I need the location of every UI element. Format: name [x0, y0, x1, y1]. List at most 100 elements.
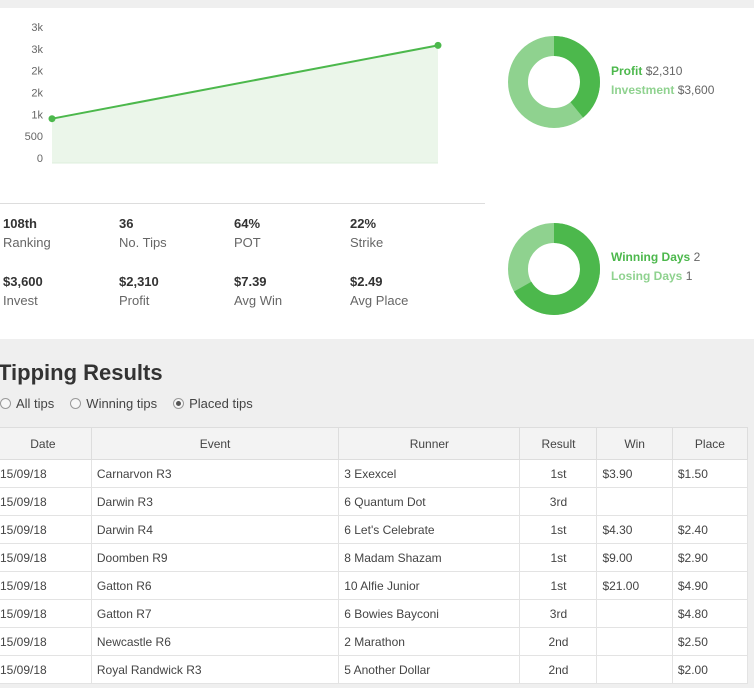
filter-all-label: All tips	[16, 396, 55, 411]
table-row: 15/09/18 Darwin R3 6 Quantum Dot 3rd	[0, 487, 749, 516]
profit-value: $2,310	[645, 64, 683, 78]
table-cell: 15/09/18	[0, 515, 92, 544]
profit-chart-svg: 3k 3k 2k 2k 1k 500 0	[25, 22, 442, 165]
filter-all-tips[interactable]: All tips	[0, 396, 54, 411]
filter-winning-tips[interactable]: Winning tips	[70, 396, 157, 411]
profit-chart: 3k 3k 2k 2k 1k 500 0	[0, 8, 470, 188]
table-cell	[596, 487, 673, 516]
stat-value: 108th	[3, 216, 37, 231]
stat-label: Invest	[3, 293, 38, 308]
column-header[interactable]: Place	[671, 427, 749, 460]
filter-winning-label: Winning tips	[86, 396, 158, 411]
table-cell: 15/09/18	[0, 487, 92, 516]
table-cell[interactable]: Newcastle R6	[90, 627, 340, 656]
y-tick-label: 2k	[31, 66, 43, 78]
table-cell: 1st	[519, 459, 598, 488]
table-cell[interactable]: 8 Madam Shazam	[338, 543, 521, 572]
table-cell[interactable]: 6 Quantum Dot	[338, 487, 521, 516]
chart-point[interactable]	[434, 41, 442, 49]
stat-label: POT	[234, 235, 261, 250]
stat-label: Profit	[119, 293, 150, 308]
stat-label: Ranking	[3, 235, 51, 250]
y-tick-label: 1k	[31, 109, 43, 121]
profit-donut	[508, 36, 600, 128]
filter-placed-tips[interactable]: Placed tips	[173, 396, 253, 411]
table-row: 15/09/18 Royal Randwick R3 5 Another Dolla…	[0, 655, 749, 684]
chart-point[interactable]	[48, 115, 56, 123]
losing-days-label: Losing Days	[611, 269, 683, 283]
table-row: 15/09/18 Darwin R4 6 Let's Celebrate 1st $4.…	[0, 515, 749, 544]
radio-winning-icon[interactable]	[70, 398, 82, 409]
table-cell: 1st	[519, 571, 598, 600]
table-cell: 15/09/18	[0, 627, 92, 656]
table-cell	[596, 655, 673, 684]
radio-all-icon[interactable]	[0, 398, 11, 409]
table-cell[interactable]: 3 Exexcel	[338, 459, 521, 488]
chart-line	[51, 44, 439, 120]
table-cell: $2.00	[671, 655, 749, 684]
table-cell: 1st	[519, 543, 598, 572]
table-cell: 15/09/18	[0, 543, 92, 572]
days-legend: Winning Days 2 Losing Days 1	[611, 248, 700, 286]
profit-slice[interactable]	[508, 36, 600, 128]
stat-value: $2.49	[350, 274, 383, 289]
table-row: 15/09/18 Gatton R6 10 Alfie Junior 1st $21.0…	[0, 571, 749, 600]
column-header[interactable]: Runner	[338, 427, 521, 460]
stat-label: Strike	[350, 235, 384, 250]
table-cell: $2.90	[671, 543, 749, 572]
stat-value: $2,310	[119, 274, 159, 289]
table-cell	[596, 599, 673, 628]
table-cell[interactable]: Darwin R3	[90, 487, 340, 516]
table-cell: 2nd	[519, 655, 598, 684]
stat-label: Avg Place	[350, 293, 409, 308]
table-cell[interactable]: 10 Alfie Junior	[338, 571, 521, 600]
column-header[interactable]: Event	[90, 427, 340, 460]
table-cell: $4.30	[596, 515, 673, 544]
stat-item: $2,310 Profit	[119, 274, 229, 310]
column-header[interactable]: Result	[519, 427, 598, 460]
table-cell[interactable]: Gatton R7	[90, 599, 340, 628]
y-tick-label: 500	[25, 131, 43, 143]
table-row: 15/09/18 Gatton R7 6 Bowies Bayconi 3rd $4.8…	[0, 599, 749, 628]
table-cell[interactable]: Royal Randwick R3	[90, 655, 340, 684]
chart-area	[52, 45, 438, 164]
winning-days-label: Winning Days	[611, 250, 691, 264]
table-cell: 3rd	[519, 487, 598, 516]
radio-placed-icon[interactable]	[173, 398, 185, 409]
results-table: Date Event Runner Result Win Place 15/09/18 Ca…	[0, 427, 749, 684]
table-cell: $3.90	[596, 459, 673, 488]
days-donut	[508, 223, 600, 315]
profit-legend: Profit $2,310 Investment $3,600	[611, 62, 714, 100]
table-row: 15/09/18 Carnarvon R3 3 Exexcel 1st $3.90 $1.…	[0, 459, 749, 488]
table-cell: 15/09/18	[0, 655, 92, 684]
y-tick-label: 3k	[31, 44, 43, 56]
table-cell: $4.90	[671, 571, 749, 600]
table-cell[interactable]: Carnarvon R3	[90, 459, 340, 488]
winning-days-value: 2	[693, 250, 701, 264]
stat-label: No. Tips	[119, 235, 167, 250]
stat-item: 108th Ranking	[3, 216, 113, 252]
table-cell[interactable]: 5 Another Dollar	[338, 655, 521, 684]
table-header-row: Date Event Runner Result Win Place	[0, 427, 749, 460]
table-cell[interactable]: Darwin R4	[90, 515, 340, 544]
stat-value: 36	[119, 216, 134, 231]
table-cell[interactable]: 6 Bowies Bayconi	[338, 599, 521, 628]
table-cell	[596, 627, 673, 656]
stat-label: Avg Win	[234, 293, 283, 308]
y-tick-label: 3k	[31, 22, 43, 34]
column-header[interactable]: Date	[0, 427, 92, 460]
table-cell[interactable]: 2 Marathon	[338, 627, 521, 656]
stat-value: 22%	[350, 216, 377, 231]
tip-filters: All tips Winning tips Placed tips	[0, 396, 269, 411]
stat-item: $2.49 Avg Place	[350, 274, 460, 310]
column-header[interactable]: Win	[596, 427, 673, 460]
table-cell: $1.50	[671, 459, 749, 488]
table-cell[interactable]: Doomben R9	[90, 543, 340, 572]
stat-item: $7.39 Avg Win	[234, 274, 344, 310]
stat-item: 64% POT	[234, 216, 344, 252]
table-cell[interactable]: Gatton R6	[90, 571, 340, 600]
stat-item: 22% Strike	[350, 216, 460, 252]
table-cell: 1st	[519, 515, 598, 544]
table-cell[interactable]: 6 Let's Celebrate	[338, 515, 521, 544]
winning-days-slice[interactable]	[508, 223, 600, 315]
